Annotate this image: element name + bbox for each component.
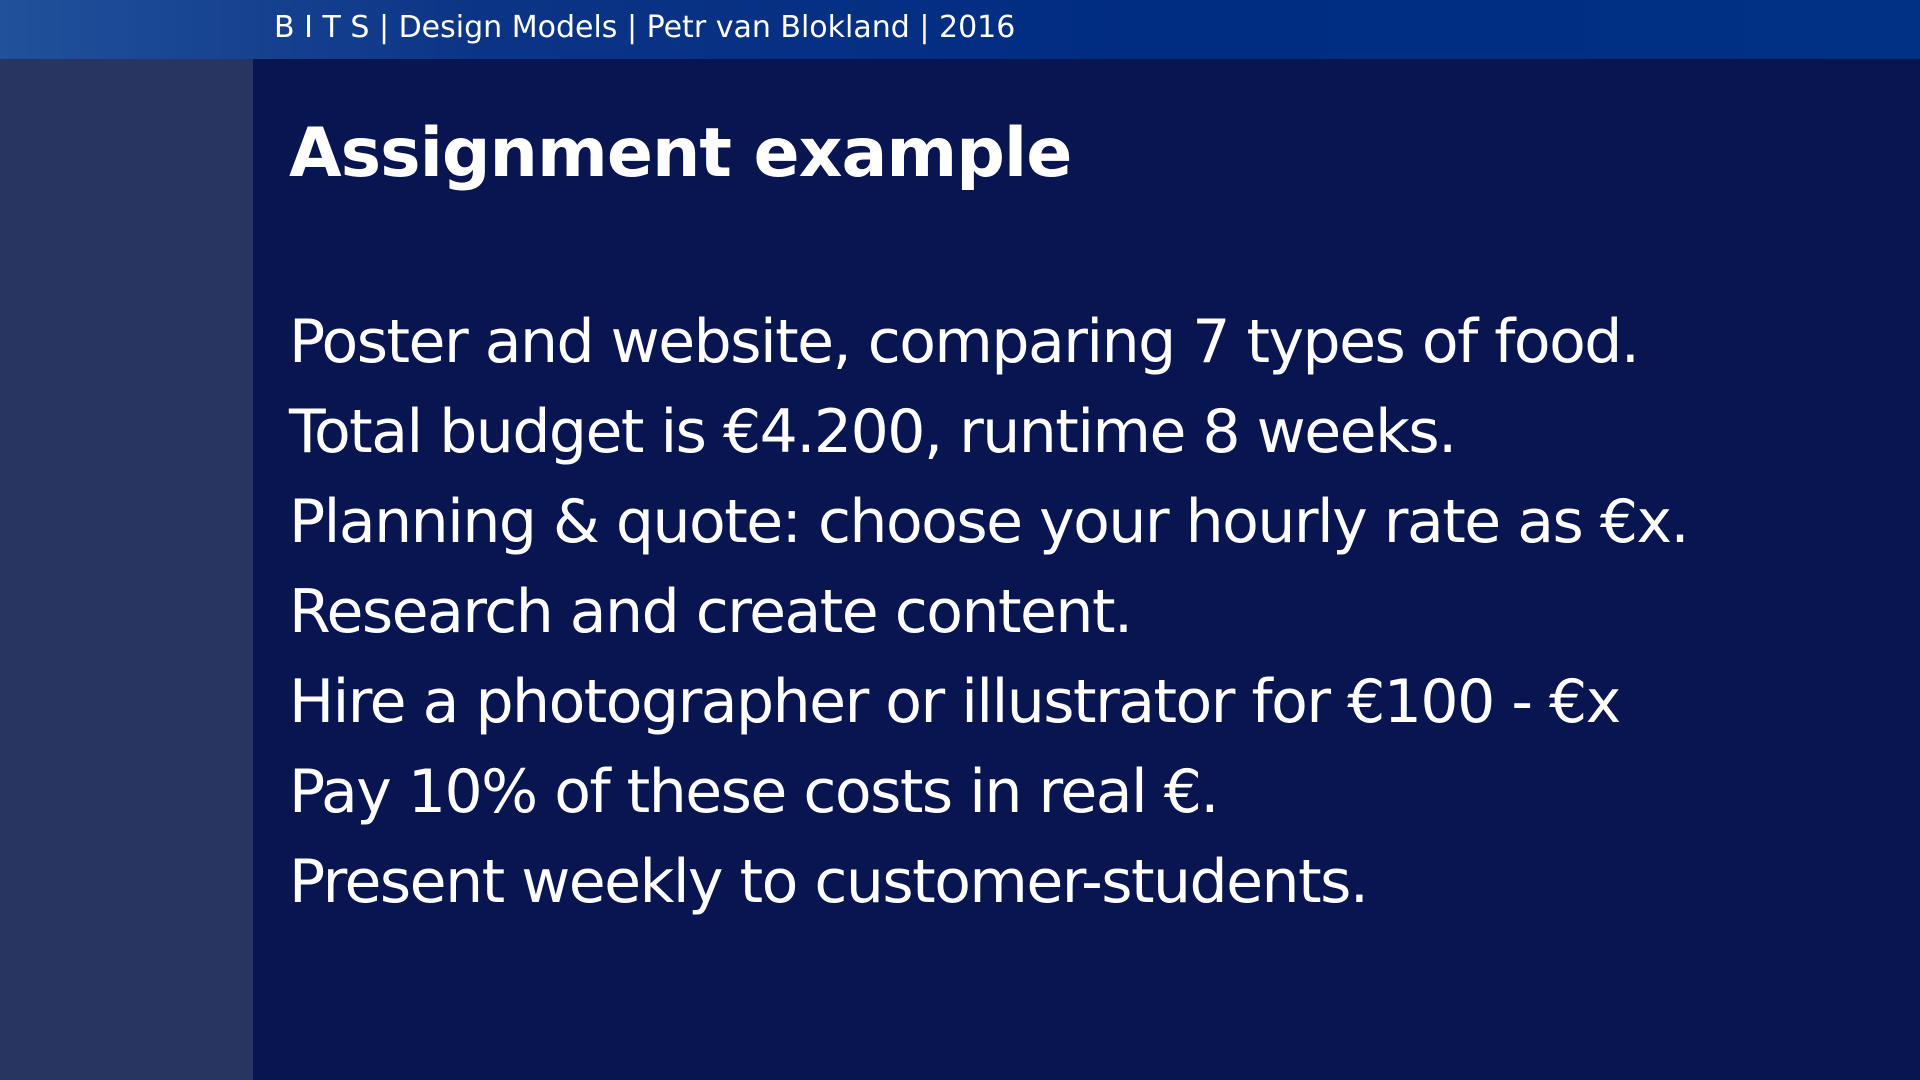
left-side-panel	[0, 59, 253, 1080]
body-line: Research and create content.	[289, 577, 1133, 647]
body-line: Pay 10% of these costs in real €.	[289, 757, 1220, 827]
body-line: Planning & quote: choose your hourly rat…	[289, 487, 1690, 557]
slide-title: Assignment example	[289, 114, 1072, 193]
header-text: B I T S | Design Models | Petr van Blokl…	[274, 10, 1016, 45]
header-bar	[0, 0, 1920, 59]
body-line: Present weekly to customer-students.	[289, 847, 1369, 917]
body-line: Hire a photographer or illustrator for €…	[289, 667, 1621, 737]
body-line: Poster and website, comparing 7 types of…	[289, 307, 1640, 377]
body-line: Total budget is €4.200, runtime 8 weeks.	[289, 397, 1457, 467]
slide-body: Poster and website, comparing 7 types of…	[289, 297, 1690, 927]
